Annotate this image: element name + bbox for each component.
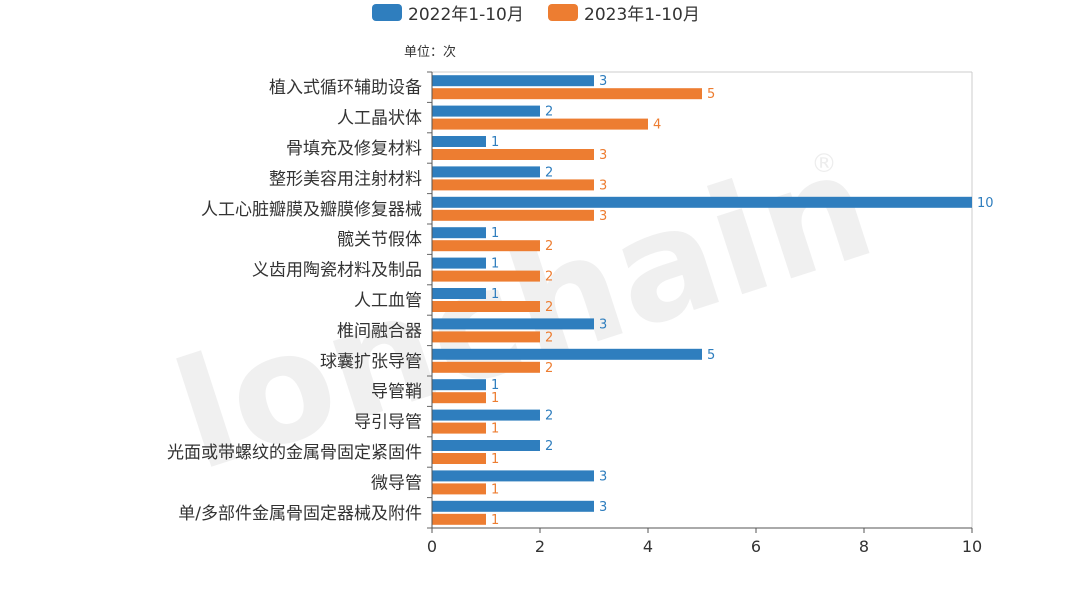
data-label: 4	[653, 118, 661, 133]
bar-2022	[432, 227, 486, 239]
category-label: 髋关节假体	[337, 230, 422, 250]
bar-2022	[432, 440, 540, 451]
data-label: 3	[599, 500, 607, 515]
bar-2023	[432, 361, 540, 373]
data-label: 3	[599, 148, 607, 163]
category-label: 人工血管	[354, 291, 422, 311]
data-label: 3	[599, 178, 607, 193]
data-label: 2	[545, 330, 553, 345]
bar-2023	[432, 240, 540, 252]
bar-2022	[432, 257, 486, 269]
data-label: 2	[545, 300, 553, 315]
data-label: 2	[545, 439, 553, 454]
legend-swatch	[548, 4, 578, 21]
x-tick-label: 2	[535, 537, 545, 556]
bar-2022	[432, 288, 486, 299]
data-label: 1	[491, 452, 499, 467]
bar-2022	[432, 318, 594, 330]
bar-2023	[432, 453, 486, 464]
data-label: 1	[491, 391, 499, 406]
plot-area: 植入式循环辅助设备 3 5 人工晶状体 2 4 骨填充及修复材料 1 3 整形美容用注射材料 2 3 人…	[167, 71, 994, 556]
data-label: 3	[599, 469, 607, 484]
bar-2022	[432, 409, 540, 421]
data-label: 1	[491, 287, 499, 302]
bar-2022	[432, 136, 486, 147]
data-label: 2	[545, 361, 553, 376]
data-label: 3	[599, 74, 607, 89]
data-label: 1	[491, 513, 499, 528]
bar-2022	[432, 379, 486, 391]
category-label: 微导管	[371, 473, 422, 493]
legend-label: 2022年1-10月	[408, 5, 524, 25]
category-label: 椎间融合器	[337, 321, 422, 341]
bar-2023	[432, 149, 594, 160]
data-label: 1	[491, 482, 499, 497]
bar-2023	[432, 392, 486, 404]
data-label: 2	[545, 165, 553, 180]
bar-2022	[432, 196, 972, 208]
bar-2023	[432, 88, 702, 100]
bar-2022	[432, 75, 594, 87]
bar-2023	[432, 270, 540, 282]
bar-2022	[432, 348, 702, 360]
bar-2023	[432, 331, 540, 343]
data-label: 3	[599, 209, 607, 224]
bar-2023	[432, 179, 594, 191]
bar-2022	[432, 470, 594, 482]
bar-2023	[432, 209, 594, 221]
category-label: 植入式循环辅助设备	[269, 78, 422, 98]
x-tick-label: 4	[643, 537, 653, 556]
unit-label: 单位：次	[404, 44, 456, 60]
watermark-registered-mark: ®	[811, 149, 837, 179]
data-label: 5	[707, 87, 715, 102]
x-tick-label: 8	[859, 537, 869, 556]
category-label: 义齿用陶瓷材料及制品	[252, 261, 422, 281]
category-label: 球囊扩张导管	[320, 352, 422, 372]
category-label: 骨填充及修复材料	[286, 139, 422, 159]
data-label: 2	[545, 105, 553, 120]
bar-2023	[432, 483, 486, 495]
bar-2022	[432, 166, 540, 178]
data-label: 1	[491, 422, 499, 437]
category-label: 人工心脏瓣膜及瓣膜修复器械	[201, 200, 422, 220]
x-tick-label: 0	[427, 537, 437, 556]
data-label: 2	[545, 409, 553, 424]
legend-label: 2023年1-10月	[584, 5, 700, 25]
bar-2023	[432, 301, 540, 312]
bar-2023	[432, 118, 648, 130]
data-label: 2	[545, 270, 553, 285]
category-label: 人工晶状体	[337, 109, 422, 129]
bar-2022	[432, 500, 594, 512]
legend-swatch	[372, 4, 402, 21]
data-label: 2	[545, 239, 553, 254]
data-label: 1	[491, 378, 499, 393]
category-label: 整形美容用注射材料	[269, 169, 422, 189]
data-label: 5	[707, 348, 715, 363]
category-label: 导引导管	[354, 413, 422, 433]
data-label: 10	[977, 196, 994, 211]
legend: 2022年1-10月 2023年1-10月	[372, 4, 700, 25]
category-label: 光面或带螺纹的金属骨固定紧固件	[167, 443, 422, 463]
bar-2023	[432, 513, 486, 525]
category-label: 导管鞘	[371, 382, 422, 402]
data-label: 1	[491, 226, 499, 241]
category-label: 单/多部件金属骨固定器械及附件	[178, 504, 422, 524]
data-label: 1	[491, 257, 499, 272]
data-label: 3	[599, 317, 607, 332]
x-tick-label: 6	[751, 537, 761, 556]
data-label: 1	[491, 135, 499, 150]
bar-2022	[432, 105, 540, 117]
bar-2023	[432, 422, 486, 434]
x-tick-label: 10	[962, 537, 982, 556]
